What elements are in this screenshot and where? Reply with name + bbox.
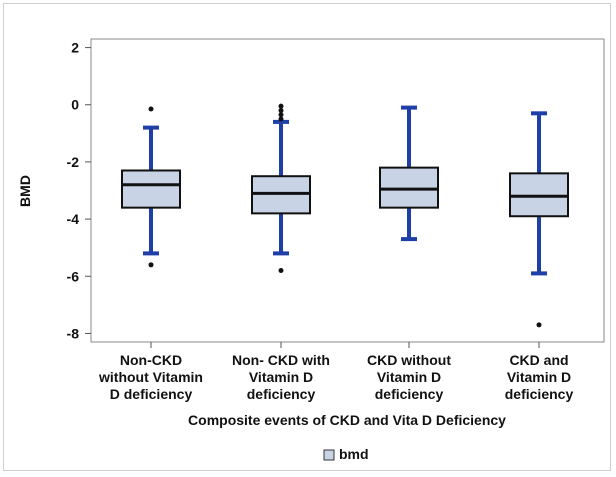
x-tick-label-line: Non-CKD	[120, 352, 182, 368]
outlier-point	[278, 268, 284, 274]
x-tick-label-line: Non- CKD with	[232, 352, 330, 368]
outlier-point	[148, 262, 154, 268]
x-tick-label: Non-CKD without Vitamin D deficiency	[98, 352, 203, 402]
box-plot-chart: 2 0 -2 -4 -6 -8 Non-CKD without Vitamin D defic…	[17, 38, 605, 462]
box-2	[251, 103, 311, 274]
x-tick-label-line: without Vitamin	[98, 369, 203, 385]
y-tick-label: -8	[67, 325, 80, 341]
y-axis-label: BMD	[17, 175, 33, 207]
legend: bmd	[323, 446, 369, 462]
x-tick-label-line: CKD and	[509, 352, 568, 368]
outlier-point	[536, 322, 542, 328]
x-axis-tick-labels: Non-CKD without Vitamin D deficiency Non- C…	[98, 352, 573, 402]
outlier-point	[148, 106, 154, 112]
x-tick-label-line: deficiency	[375, 386, 444, 402]
y-tick-label: 2	[71, 40, 79, 56]
x-tick-label-line: CKD without	[367, 352, 451, 368]
y-axis: 2 0 -2 -4 -6 -8	[67, 40, 540, 348]
box-3	[379, 105, 439, 242]
outlier-point	[278, 103, 284, 109]
box-4	[509, 111, 569, 328]
legend-swatch	[323, 449, 335, 461]
x-tick-label-line: Vitamin D	[249, 369, 313, 385]
x-tick-label-line: D deficiency	[110, 386, 193, 402]
box-1	[121, 106, 181, 268]
y-tick-label: -4	[67, 211, 80, 227]
outlier-point	[278, 112, 284, 118]
y-tick-label: -6	[67, 268, 80, 284]
outlier-point	[278, 107, 284, 113]
outlier-point	[278, 116, 284, 122]
x-axis-label: Composite events of CKD and Vita D Defic…	[188, 412, 506, 428]
chart-frame: 2 0 -2 -4 -6 -8 Non-CKD without Vitamin D defic…	[3, 3, 611, 471]
x-tick-label-line: deficiency	[247, 386, 316, 402]
box-series	[121, 103, 569, 328]
x-tick-label-line: Vitamin D	[377, 369, 441, 385]
legend-label: bmd	[339, 446, 369, 462]
y-tick-label: 0	[71, 97, 79, 113]
x-tick-label-line: Vitamin D	[507, 369, 571, 385]
y-tick-label: -2	[67, 154, 80, 170]
box-iqr	[121, 169, 181, 209]
x-tick-label-line: deficiency	[505, 386, 574, 402]
